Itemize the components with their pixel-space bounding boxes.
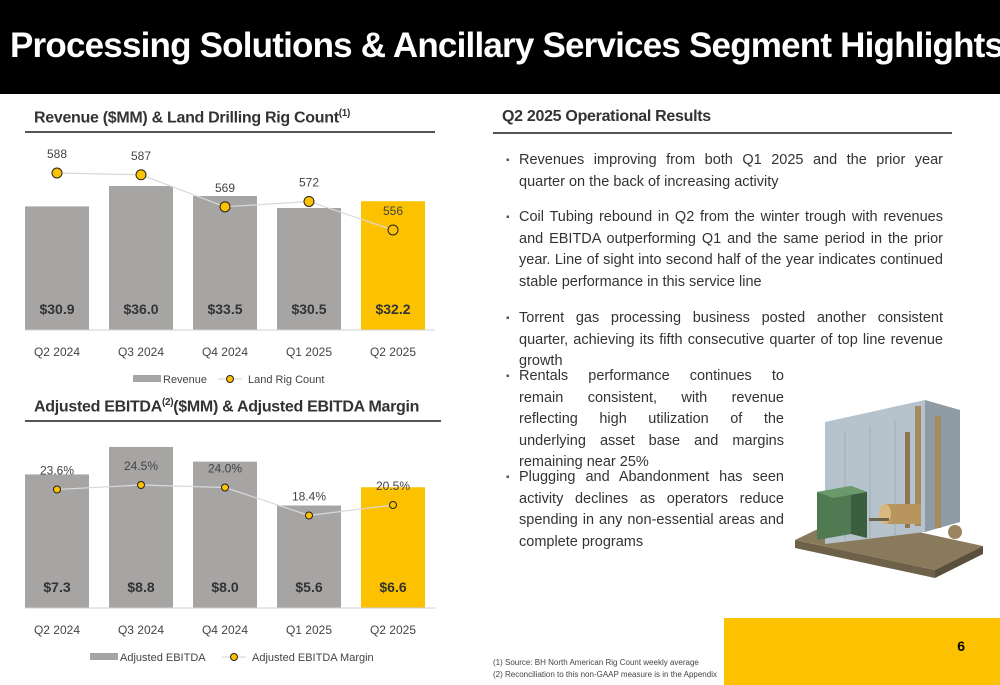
- line-value-label: 24.0%: [208, 462, 242, 476]
- line-value-label: 588: [47, 147, 67, 161]
- x-tick-label: Q2 2024: [34, 345, 80, 359]
- line-value-label: 572: [299, 175, 319, 189]
- x-tick-label: Q2 2024: [34, 623, 80, 637]
- legend-bar-label: Revenue: [163, 374, 207, 386]
- line-value-label: 587: [131, 149, 151, 163]
- bullet-plugging: Plugging and Abandonment has seen activi…: [506, 467, 784, 553]
- legend-bar-swatch: [90, 653, 118, 660]
- legend-line-marker: [226, 375, 234, 383]
- bar-value-label: $33.5: [207, 301, 242, 317]
- line-point: [221, 483, 229, 492]
- legend-bar-label: Adjusted EBITDA: [120, 652, 206, 664]
- legend-line-label: Adjusted EBITDA Margin: [252, 652, 374, 664]
- bar: [109, 186, 173, 330]
- processing-equipment-image: [795, 400, 983, 578]
- title-bar: Processing Solutions & Ancillary Service…: [0, 0, 1000, 94]
- bar-value-label: $7.3: [43, 579, 70, 595]
- results-title: Q2 2025 Operational Results: [502, 108, 711, 125]
- page-title: Processing Solutions & Ancillary Service…: [10, 26, 1000, 65]
- page-number-box: 6: [724, 618, 1000, 685]
- line-point: [389, 501, 397, 509]
- bar: [109, 446, 173, 608]
- revenue-chart-title-footnote: (1): [338, 108, 351, 119]
- revenue-chart-rule: [25, 131, 435, 133]
- footnotes: (1) Source: BH North American Rig Count …: [493, 657, 717, 681]
- revenue-chart: $30.9 $36.0 $33.5 $30.5 $32.2 Q2 2024 Q3 2024 Q…: [25, 147, 435, 386]
- line-value-label: 18.4%: [292, 490, 326, 504]
- line-value-label: 20.5%: [376, 479, 410, 493]
- line-point: [387, 224, 399, 236]
- bar: [25, 474, 89, 608]
- ebitda-chart-title-rest: ($MM) & Adjusted EBITDA Margin: [173, 398, 420, 416]
- bar-value-label: $5.6: [295, 579, 322, 595]
- x-tick-label: Q1 2025: [286, 623, 332, 637]
- bar: [277, 208, 341, 330]
- ebitda-chart-title-text: Adjusted EBITDA: [34, 398, 162, 416]
- revenue-chart-title: Revenue ($MM) & Land Drilling Rig Count(…: [34, 108, 350, 127]
- bar-value-label: $30.5: [291, 301, 326, 317]
- legend-bar-swatch: [133, 375, 161, 382]
- x-tick-label: Q4 2024: [202, 345, 248, 359]
- line-point: [137, 481, 145, 489]
- bullet-coil-tubing: Coil Tubing rebound in Q2 from the winte…: [506, 207, 943, 293]
- footnote-1: (1) Source: BH North American Rig Count …: [493, 658, 699, 667]
- bar: [25, 206, 89, 330]
- results-rule: [493, 132, 952, 134]
- line-value-label: 556: [383, 204, 403, 218]
- bullet-torrent: Torrent gas processing business posted a…: [506, 308, 943, 373]
- line-point: [135, 169, 147, 181]
- line-point: [305, 511, 313, 520]
- bar-value-label: $30.9: [39, 301, 74, 317]
- revenue-chart-title-text: Revenue ($MM) & Land Drilling Rig Count: [34, 109, 339, 127]
- line-point: [219, 201, 231, 213]
- footnote-2: (2) Reconciliation to this non-GAAP meas…: [493, 670, 717, 679]
- legend-line-marker: [230, 653, 238, 661]
- legend-line-label: Land Rig Count: [248, 374, 324, 386]
- x-tick-label: Q1 2025: [286, 345, 332, 359]
- x-tick-label: Q2 2025: [370, 345, 416, 359]
- line-point: [53, 485, 61, 494]
- x-tick-label: Q3 2024: [118, 623, 164, 637]
- bar-value-label: $6.6: [379, 579, 406, 595]
- line-value-label: 24.5%: [124, 459, 158, 473]
- ebitda-chart: $7.3 $8.8 $8.0 $5.6 $6.6 Q2 2024 Q3 2024 Q4 202…: [25, 446, 435, 664]
- bar-value-label: $8.8: [127, 579, 154, 595]
- bullet-revenues: Revenues improving from both Q1 2025 and…: [506, 150, 943, 193]
- bar: [193, 196, 257, 330]
- ebitda-chart-rule: [25, 420, 441, 422]
- x-tick-label: Q3 2024: [118, 345, 164, 359]
- bullet-rentals: Rentals performance continues to remain …: [506, 366, 784, 474]
- line-point: [51, 167, 63, 179]
- line-value-label: 569: [215, 181, 235, 195]
- bar-value-label: $36.0: [123, 301, 158, 317]
- bar-value-label: $8.0: [211, 579, 238, 595]
- bar: [277, 505, 341, 608]
- bar-value-label: $32.2: [375, 301, 410, 317]
- x-tick-label: Q4 2024: [202, 623, 248, 637]
- line-point: [303, 195, 315, 207]
- line-value-label: 23.6%: [40, 464, 74, 478]
- x-tick-label: Q2 2025: [370, 623, 416, 637]
- ebitda-chart-title-footnote: (2): [161, 397, 174, 408]
- page-number: 6: [957, 638, 965, 654]
- ebitda-chart-title: Adjusted EBITDA(2)($MM) & Adjusted EBITD…: [34, 397, 419, 416]
